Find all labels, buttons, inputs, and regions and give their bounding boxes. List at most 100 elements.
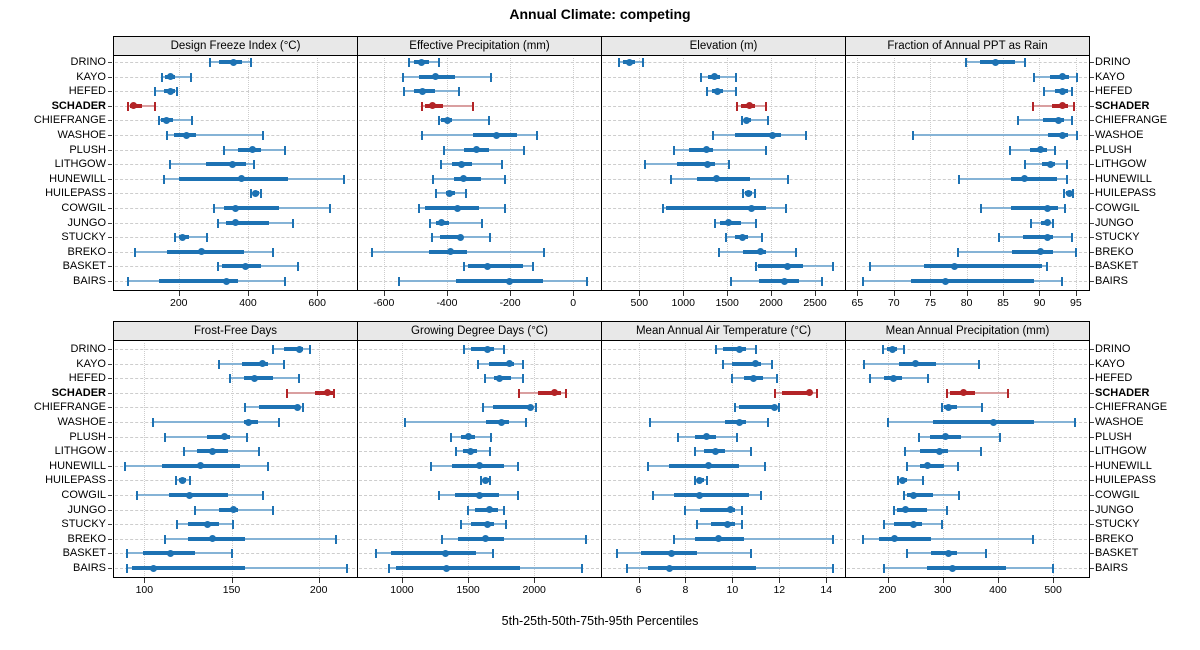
median-dot: [231, 219, 239, 227]
median-dot: [229, 506, 237, 514]
x-axis-tick-label: 100: [135, 584, 154, 596]
site-label-right-jungo: JUNGO: [1095, 503, 1134, 516]
row-tick-right: [1090, 281, 1094, 282]
row-gridline: [115, 349, 355, 350]
site-label-right-washoe: WASHOE: [1095, 416, 1144, 428]
row-gridline: [115, 392, 355, 394]
median-dot: [442, 564, 450, 572]
row-gridline: [359, 105, 599, 107]
x-axis-tick: [318, 578, 320, 583]
interquartile-bar: [879, 536, 932, 541]
x-axis-tick: [231, 578, 233, 583]
median-dot: [942, 277, 949, 285]
site-label-left-huilepass: HUILEPASS: [45, 474, 106, 487]
median-dot: [712, 447, 720, 455]
whisker-cap-p95: [754, 218, 757, 228]
x-axis-tick: [638, 578, 640, 583]
row-gridline: [115, 193, 355, 195]
whisker-cap-p95: [500, 160, 503, 170]
row-tick-left: [108, 538, 112, 540]
whisker-cap-p95: [586, 277, 589, 286]
whisker-cap-p5: [669, 174, 672, 184]
median-dot: [486, 506, 494, 514]
x-axis-tick: [401, 578, 403, 583]
row-tick-right: [1090, 509, 1094, 511]
site-label-right-kayo: KAYO: [1095, 357, 1125, 370]
row-tick-right: [1090, 76, 1094, 78]
x-axis-tick: [683, 291, 685, 296]
whisker-cap-p95: [329, 204, 331, 213]
median-dot: [294, 403, 302, 411]
interquartile-bar: [474, 507, 498, 512]
interquartile-bar: [468, 264, 523, 269]
column-gridline: [815, 58, 817, 289]
whisker-cap-p5: [162, 174, 165, 184]
whisker-cap-p95: [490, 72, 493, 82]
column-gridline: [446, 58, 448, 289]
whisker-cap-p5: [646, 461, 649, 471]
column-gridline: [997, 343, 999, 576]
site-label-right-cowgil: COWGIL: [1095, 489, 1140, 501]
whisker-cap-p95: [521, 374, 524, 384]
interquartile-bar: [219, 507, 239, 512]
whisker-cap-p95: [784, 204, 787, 213]
whisker-line: [942, 406, 982, 409]
whisker-cap-p95: [190, 116, 193, 126]
whisker-cap-p95: [297, 262, 300, 272]
whisker-cap-p5: [467, 505, 470, 515]
whisker-line: [442, 537, 587, 540]
site-label-right-stucky: STUCKY: [1095, 518, 1140, 531]
site-label-right-plush: PLUSH: [1095, 430, 1132, 443]
whisker-cap-p5: [882, 564, 885, 573]
row-tick-right: [1090, 208, 1094, 209]
row-tick-left: [108, 392, 112, 394]
median-dot: [505, 277, 513, 285]
x-axis-tick-label: 200: [878, 584, 897, 596]
row-tick-left: [108, 222, 112, 224]
site-label-right-hefed: HEFED: [1095, 85, 1133, 98]
row-tick-right: [1090, 465, 1094, 467]
whisker-cap-p5: [711, 131, 714, 140]
row-tick-right: [1090, 363, 1094, 365]
median-dot: [756, 248, 764, 256]
median-dot: [1059, 73, 1067, 81]
interquartile-bar: [243, 376, 274, 381]
row-gridline: [359, 392, 599, 394]
whisker-cap-p95: [489, 233, 492, 243]
median-dot: [748, 204, 755, 212]
whisker-line: [650, 421, 768, 423]
whisker-cap-p95: [277, 418, 280, 427]
median-dot: [888, 345, 896, 353]
x-axis-tick-label: -600: [373, 297, 395, 309]
median-dot: [196, 462, 204, 470]
median-dot: [909, 491, 917, 499]
x-axis-tick-label: 8: [682, 584, 689, 596]
whisker-cap-p95: [516, 491, 519, 500]
whisker-cap-p5: [127, 277, 130, 286]
whisker-cap-p5: [125, 564, 128, 573]
interquartile-bar: [647, 566, 756, 570]
whisker-cap-p95: [564, 388, 567, 398]
x-axis-tick-label: 75: [924, 297, 937, 309]
column-gridline: [1053, 343, 1055, 576]
whisker-cap-p5: [174, 233, 177, 243]
row-gridline: [603, 378, 843, 380]
interquartile-bar: [1011, 249, 1054, 254]
whisker-cap-p95: [1075, 72, 1078, 82]
median-dot: [467, 447, 475, 455]
median-dot: [223, 277, 231, 285]
median-dot: [323, 389, 331, 397]
median-dot: [625, 58, 633, 66]
x-axis-tick: [826, 578, 828, 583]
whisker-cap-p5: [388, 564, 391, 573]
row-gridline: [603, 266, 843, 268]
panel-strip-mean-annual-air-temperature-c: Mean Annual Air Temperature (°C): [601, 321, 845, 341]
median-dot: [203, 520, 211, 528]
median-dot: [781, 277, 789, 285]
whisker-cap-p5: [477, 359, 479, 369]
x-axis-tick-label: 6: [635, 584, 642, 596]
whisker-cap-p95: [956, 461, 959, 471]
row-tick-left: [108, 480, 112, 482]
row-tick-left: [108, 62, 112, 63]
column-gridline: [1039, 58, 1041, 289]
